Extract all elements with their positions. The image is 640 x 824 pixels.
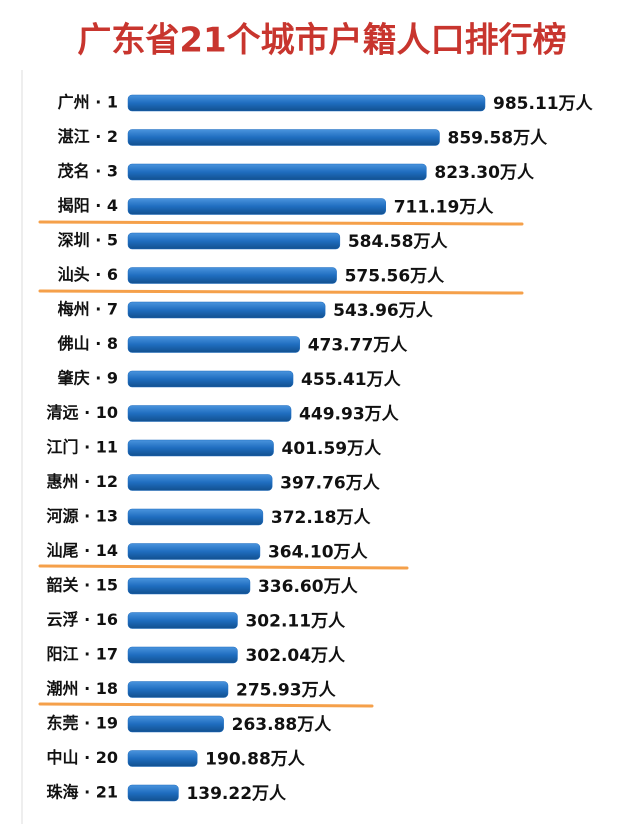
- bar: [127, 198, 386, 215]
- bar: [127, 336, 300, 353]
- bar: [127, 301, 326, 319]
- category-label: 深圳 · 5: [58, 231, 118, 250]
- highlight-lines: [38, 220, 524, 708]
- category-label: 珠海 · 21: [47, 783, 119, 802]
- category-label: 揭阳 · 4: [58, 196, 118, 215]
- category-label: 潮州 · 18: [47, 679, 119, 698]
- value-label: 336.60万人: [258, 577, 359, 597]
- value-label: 823.30万人: [434, 163, 535, 183]
- highlight-line: [38, 564, 409, 570]
- value-label: 401.59万人: [282, 439, 383, 459]
- bar: [127, 577, 251, 595]
- value-label: 263.88万人: [232, 715, 333, 735]
- value-label: 473.77万人: [308, 336, 409, 356]
- bar: [127, 508, 264, 526]
- bar: [127, 715, 224, 733]
- category-label: 佛山 · 8: [57, 334, 118, 353]
- highlight-line: [38, 702, 374, 708]
- category-label: 江门 · 11: [47, 438, 119, 457]
- category-label: 茂名 · 3: [58, 162, 118, 181]
- category-label: 广州 · 1: [58, 93, 118, 112]
- value-label: 543.96万人: [333, 301, 434, 321]
- value-label: 275.93万人: [236, 681, 337, 701]
- bar: [127, 439, 274, 457]
- value-label: 575.56万人: [345, 267, 446, 287]
- bar: [127, 370, 294, 388]
- bar: [127, 646, 238, 664]
- value-label: 397.76万人: [280, 474, 381, 494]
- category-label: 梅州 · 7: [58, 300, 118, 319]
- bar: [127, 750, 198, 767]
- value-label: 302.11万人: [245, 612, 346, 632]
- value-label: 190.88万人: [205, 750, 306, 770]
- category-label: 清远 · 10: [47, 403, 119, 422]
- chart-title: 广东省21个城市户籍人口排行榜: [77, 21, 566, 61]
- value-label: 584.58万人: [348, 232, 449, 252]
- category-label: 湛江 · 2: [58, 127, 118, 146]
- value-label: 449.93万人: [299, 405, 400, 425]
- value-label: 372.18万人: [271, 508, 372, 528]
- category-label: 肇庆 · 9: [57, 369, 118, 388]
- category-label: 云浮 · 16: [47, 610, 119, 629]
- category-label: 韶关 · 15: [47, 576, 119, 595]
- bar: [127, 267, 337, 284]
- category-label: 惠州 · 12: [47, 472, 119, 491]
- bar: [127, 94, 486, 112]
- highlight-line: [38, 289, 524, 295]
- value-label: 711.19万人: [394, 198, 495, 218]
- bar: [127, 474, 273, 491]
- category-label: 中山 · 20: [47, 748, 119, 767]
- bar: [127, 129, 440, 146]
- highlight-line: [38, 220, 524, 226]
- category-label: 汕尾 · 14: [47, 541, 119, 560]
- value-label: 139.22万人: [186, 784, 287, 804]
- bar: [127, 543, 261, 560]
- category-label: 阳江 · 17: [47, 645, 119, 664]
- bar: [127, 163, 427, 181]
- bar: [127, 232, 341, 250]
- value-label: 859.58万人: [448, 129, 549, 149]
- bar: [127, 681, 229, 698]
- value-label: 302.04万人: [245, 646, 346, 666]
- category-label: 东莞 · 19: [47, 714, 119, 733]
- value-label: 364.10万人: [268, 543, 369, 563]
- bar: [127, 612, 238, 629]
- bar: [127, 784, 179, 802]
- value-label: 455.41万人: [301, 370, 402, 390]
- bar: [127, 405, 292, 422]
- category-label: 河源 · 13: [47, 507, 119, 526]
- category-label: 汕头 · 6: [58, 265, 118, 284]
- value-label: 985.11万人: [493, 94, 594, 114]
